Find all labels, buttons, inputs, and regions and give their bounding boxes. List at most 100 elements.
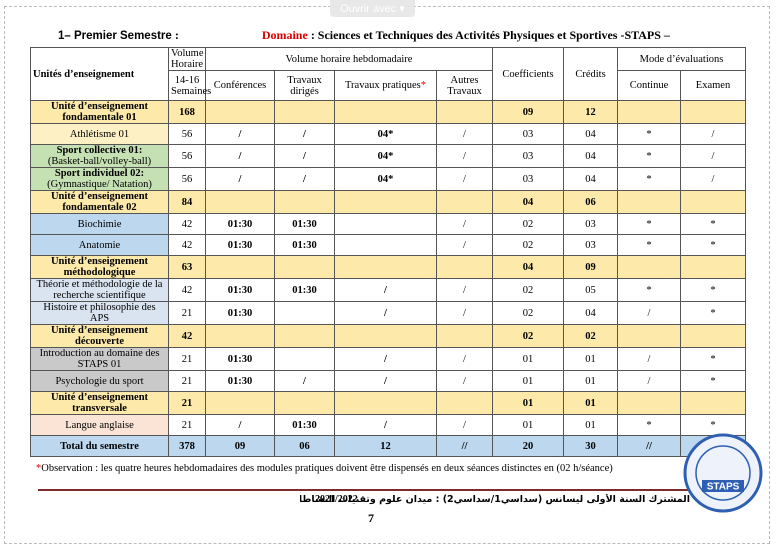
value-cell: // <box>436 435 493 457</box>
cell-text: 168 <box>179 106 195 118</box>
value-cell <box>274 255 335 279</box>
unit-label: Biochimie <box>77 218 122 230</box>
header-mark: * <box>420 80 426 91</box>
header-text: Unités d’enseignement <box>33 68 135 80</box>
value-cell: / <box>680 144 746 168</box>
cell-text: 01:30 <box>292 218 317 230</box>
unit-label: Unité d’enseignement méthodologique <box>50 256 149 278</box>
value-cell <box>334 100 437 124</box>
value-cell: 09 <box>492 100 564 124</box>
table-row: Unité d’enseignement fondamentale 02 84 04… <box>30 190 746 214</box>
value-cell: * <box>617 123 681 145</box>
unit-label: Unité d’enseignement découverte <box>50 325 149 347</box>
value-cell: 01:30 <box>274 213 335 235</box>
header-text: Coefficients <box>502 68 554 80</box>
cell-text: / <box>303 375 306 387</box>
table-row: Unité d’enseignement méthodologique 63 04 0… <box>30 255 746 279</box>
value-cell: 02 <box>492 213 564 235</box>
cell-text: 30 <box>585 440 596 452</box>
value-cell: 03 <box>492 144 564 168</box>
header-text: Volume Horaire <box>171 48 204 70</box>
footer-arabic: المشترك السنة الأولى ليسانس (سداسي1/سداس… <box>300 494 690 505</box>
cell-text: 04* <box>377 173 394 185</box>
header-cell: 14-16 Semaines <box>168 70 211 101</box>
value-cell: 03 <box>492 123 564 145</box>
value-cell: 20 <box>492 435 564 457</box>
value-cell: 04 <box>492 255 564 279</box>
cell-text: * <box>710 419 716 431</box>
value-cell: 02 <box>492 234 564 256</box>
header-text: Travaux pratiques <box>345 80 421 91</box>
value-cell: / <box>436 301 493 325</box>
value-cell: 01:30 <box>205 347 275 371</box>
cell-text: 378 <box>179 440 195 452</box>
value-cell: 56 <box>168 123 206 145</box>
value-cell: * <box>680 234 746 256</box>
cell-text: // <box>461 440 468 452</box>
value-cell: / <box>334 347 437 371</box>
unit-sublabel: (Basket-ball/volley-ball) <box>47 156 152 167</box>
unit-label: Unité d’enseignement fondamentale 01 <box>50 101 149 123</box>
unit-cell: Unité d’enseignement méthodologique <box>30 255 169 279</box>
value-cell: / <box>617 301 681 325</box>
value-cell: 01:30 <box>274 278 335 302</box>
cell-text: / <box>463 307 466 319</box>
value-cell <box>334 255 437 279</box>
domain-text: : Sciences et Techniques des Activités P… <box>310 28 670 42</box>
table-row: Athlétisme 01 56//04*/03 04 * / <box>30 123 746 145</box>
cell-text: 01 <box>585 397 596 409</box>
value-cell: 01:30 <box>274 414 335 436</box>
value-cell: 04 <box>563 144 618 168</box>
cell-text: 03 <box>522 150 534 162</box>
cell-text: 20 <box>522 440 534 452</box>
table-row: Sport individuel 02: (Gymnastique/ Natati… <box>30 167 746 191</box>
cell-text: // <box>646 440 652 452</box>
value-cell: * <box>680 278 746 302</box>
value-cell <box>205 100 275 124</box>
value-cell: 42 <box>168 324 206 348</box>
value-cell: 04 <box>563 167 618 191</box>
header-cell: Crédits <box>563 47 618 101</box>
value-cell: 04* <box>334 167 437 191</box>
open-with-button[interactable]: Ouvrir avec ▾ <box>330 0 415 17</box>
value-cell: 01:30 <box>205 370 275 392</box>
value-cell <box>436 391 493 415</box>
cell-text: 01:30 <box>227 307 253 319</box>
cell-text: * <box>646 419 652 431</box>
value-cell <box>680 190 746 214</box>
table-row: Langue anglaise 21 / 01:30 / / 01 01 * * <box>30 414 746 436</box>
page-number: 7 <box>368 511 374 525</box>
value-cell <box>680 100 746 124</box>
value-cell: 42 <box>168 278 206 302</box>
cell-text: 02 <box>522 284 534 296</box>
cell-text: 42 <box>181 330 193 342</box>
button-label[interactable]: Ouvrir avec <box>340 3 397 15</box>
cell-text: / <box>384 419 387 431</box>
header-text: 14-16 Semaines <box>171 74 212 97</box>
value-cell <box>205 391 275 415</box>
cell-text: / <box>384 353 387 365</box>
cell-text: 01 <box>522 353 534 365</box>
value-cell <box>334 324 437 348</box>
unit-cell: Unité d’enseignement transversale <box>30 391 169 415</box>
cell-text: 21 <box>181 353 193 365</box>
value-cell: 12 <box>563 100 618 124</box>
footnote-mark: * <box>36 463 42 474</box>
cell-text: / <box>463 284 466 296</box>
header-text: Continue <box>629 80 669 91</box>
value-cell: 01:30 <box>205 301 275 325</box>
value-cell: 02 <box>492 301 564 325</box>
value-cell: 04 <box>563 301 618 325</box>
header-cell: Volume Horaire <box>168 47 206 71</box>
value-cell <box>205 190 275 214</box>
header-text: Volume horaire hebdomadaire <box>285 53 413 65</box>
value-cell: / <box>617 370 681 392</box>
header-cell: Travaux pratiques* <box>334 70 437 101</box>
value-cell: 01:30 <box>205 234 275 256</box>
cell-text: / <box>238 173 242 185</box>
table-row: Introduction au domaine des STAPS 01 21 01… <box>30 347 746 371</box>
unit-cell: Anatomie <box>30 234 169 256</box>
value-cell: / <box>680 123 746 145</box>
colon: : <box>174 28 179 42</box>
value-cell: 42 <box>168 234 206 256</box>
